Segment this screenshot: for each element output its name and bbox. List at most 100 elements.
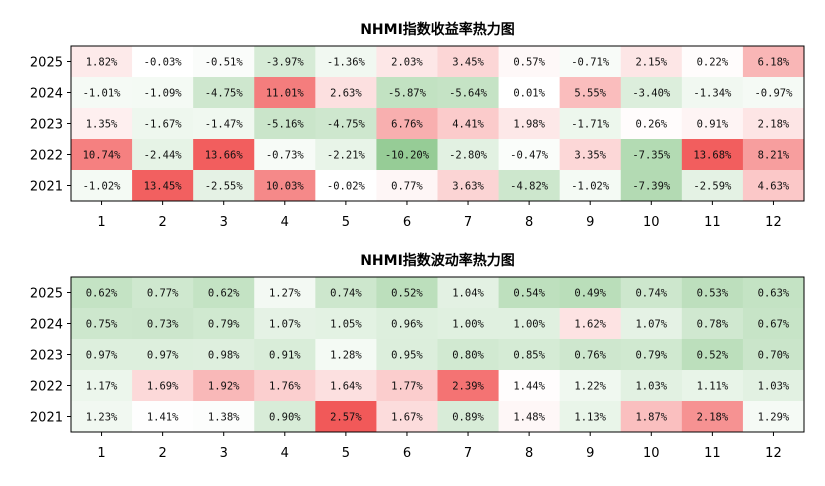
heatmap-cell: [71, 339, 133, 371]
heatmap-cell: [498, 139, 561, 171]
heatmap-cell-label: 3.35%: [574, 150, 606, 162]
heatmap-cell-label: -4.75%: [327, 119, 366, 131]
heatmap-cell: [559, 339, 622, 371]
heatmap-cell: [681, 401, 744, 433]
heatmap-cell-label: 0.70%: [758, 350, 790, 362]
heatmap-cell: [71, 170, 133, 202]
heatmap-cell: [132, 339, 194, 371]
heatmap-cell-label: 1.23%: [86, 412, 118, 424]
heatmap-cell-label: -1.71%: [571, 119, 610, 131]
heatmap-cell: [315, 139, 377, 171]
heatmap-cell: [437, 46, 500, 78]
heatmap-cell-label: 0.91%: [697, 119, 729, 131]
heatmap-cell: [376, 139, 438, 171]
heatmap-cell-label: -2.44%: [144, 150, 183, 162]
heatmap-cell: [132, 170, 194, 202]
heatmap-cell-label: 1.35%: [86, 119, 118, 131]
x-tick-label: 3: [220, 215, 228, 230]
heatmap-cell-label: -0.02%: [327, 181, 366, 193]
x-tick-label: 11: [704, 446, 721, 461]
heatmap-cell-label: 0.77%: [391, 181, 423, 193]
return-heatmap-x-axis: 1 2 3 4 5 6 7 8 9 10 11 12: [97, 201, 782, 230]
heatmap-cell-label: 3.45%: [452, 57, 484, 69]
y-tick-label: 2021: [30, 411, 63, 426]
heatmap-cell: [437, 370, 500, 402]
heatmap-cell-label: -3.40%: [632, 88, 671, 100]
heatmap-cell-label: 10.74%: [83, 150, 122, 162]
heatmap-cell-label: 2.57%: [330, 412, 362, 424]
x-tick-label: 12: [765, 215, 782, 230]
heatmap-cell: [376, 170, 438, 202]
y-tick-label: 2024: [30, 318, 63, 333]
heatmap-cell: [193, 139, 255, 171]
x-tick-label: 3: [220, 446, 228, 461]
heatmap-cell-label: 0.95%: [391, 350, 423, 362]
heatmap-cell: [559, 370, 622, 402]
heatmap-cell-label: 0.63%: [758, 288, 790, 300]
heatmap-cell-label: -5.87%: [388, 88, 427, 100]
heatmap-cell: [254, 77, 316, 109]
x-tick-label: 1: [97, 446, 105, 461]
heatmap-cell: [193, 339, 255, 371]
heatmap-cell: [498, 108, 561, 140]
volatility-heatmap-panel: NHMI指数波动率热力图 0.62% 0.77% 0.62% 1.27% 0.74% 0.…: [30, 252, 805, 461]
heatmap-cell: [254, 46, 316, 78]
heatmap-cell-label: 1.29%: [758, 412, 790, 424]
heatmap-cell-label: 11.01%: [266, 88, 305, 100]
heatmap-cell: [681, 370, 744, 402]
heatmap-cell-label: -7.39%: [632, 181, 671, 193]
y-tick-label: 2022: [30, 149, 63, 164]
heatmap-cell: [315, 308, 377, 340]
heatmap-cell: [376, 108, 438, 140]
heatmap-cell: [620, 77, 683, 109]
heatmap-cell: [376, 370, 438, 402]
heatmap-cell: [315, 277, 377, 309]
heatmap-cell: [498, 170, 561, 202]
heatmap-cell: [681, 46, 744, 78]
heatmap-cell: [437, 77, 500, 109]
heatmap-cell: [437, 308, 500, 340]
heatmap-cell: [254, 139, 316, 171]
heatmap-cell: [132, 308, 194, 340]
heatmap-cell-label: 1.64%: [330, 381, 362, 393]
heatmap-cell: [71, 370, 133, 402]
heatmap-cell: [132, 370, 194, 402]
heatmap-cell-label: 0.74%: [330, 288, 362, 300]
x-tick-label: 5: [342, 446, 350, 461]
heatmap-cell: [376, 46, 438, 78]
heatmap-cell: [620, 139, 683, 171]
x-tick-label: 10: [643, 215, 660, 230]
heatmap-cell: [132, 77, 194, 109]
heatmap-cell: [742, 170, 805, 202]
heatmap-cell: [681, 308, 744, 340]
heatmap-cell: [498, 401, 561, 433]
heatmap-cell-label: 0.67%: [758, 319, 790, 331]
heatmap-cell: [742, 339, 805, 371]
heatmap-cell-label: 2.63%: [330, 88, 362, 100]
heatmap-cell-label: 4.63%: [758, 181, 790, 193]
heatmap-cell-label: 1.03%: [758, 381, 790, 393]
x-tick-label: 1: [97, 215, 105, 230]
heatmap-cell: [315, 401, 377, 433]
heatmap-cell-label: -2.55%: [205, 181, 244, 193]
heatmap-cell: [437, 277, 500, 309]
heatmap-cell: [315, 339, 377, 371]
x-tick-label: 5: [342, 215, 350, 230]
heatmap-cell-label: 6.76%: [391, 119, 423, 131]
y-tick-label: 2022: [30, 380, 63, 395]
return-heatmap-cells: 1.82% -0.03% -0.51% -3.97% -1.36% 2.03% 3.45% 0…: [71, 46, 805, 202]
x-tick-label: 9: [586, 446, 594, 461]
heatmap-cell-label: 0.90%: [269, 412, 301, 424]
x-tick-label: 4: [281, 215, 289, 230]
heatmap-cell: [437, 108, 500, 140]
heatmap-cell: [681, 108, 744, 140]
heatmap-cell: [132, 46, 194, 78]
heatmap-cell-label: 1.11%: [697, 381, 729, 393]
heatmap-cell: [681, 77, 744, 109]
heatmap-cell-label: 2.18%: [697, 412, 729, 424]
heatmap-cell: [498, 277, 561, 309]
heatmap-cell: [620, 339, 683, 371]
heatmap-cell-label: 1.62%: [574, 319, 606, 331]
heatmap-cell-label: 1.98%: [513, 119, 545, 131]
